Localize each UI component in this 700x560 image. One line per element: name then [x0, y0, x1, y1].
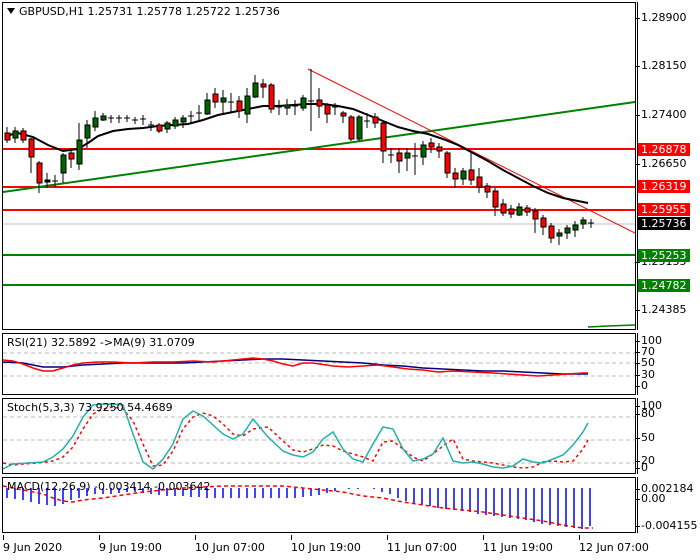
rsi-ma-line — [3, 358, 588, 375]
support-level-label: 1.25253 — [638, 249, 690, 262]
stochastic-axis: 100 80 50 20 0 — [636, 398, 700, 474]
price-tick: 1.27400 — [636, 108, 687, 121]
moving-average-line — [4, 103, 589, 204]
stoch-signal-line — [3, 406, 589, 469]
macd-tick: 0.00 — [636, 492, 666, 505]
time-label: 9 Jun 19:00 — [99, 535, 162, 554]
resistance-level-label: 1.26878 — [638, 143, 690, 156]
rsi-canvas — [3, 352, 635, 377]
rsi-axis: 100 70 50 30 0 — [636, 333, 700, 395]
resistance-level-label: 1.26319 — [638, 180, 690, 193]
collapse-triangle-icon[interactable] — [7, 8, 15, 14]
rsi-tick: 0 — [636, 379, 648, 392]
stoch-tick: 80 — [636, 407, 655, 420]
time-label: 10 Jun 07:00 — [195, 535, 265, 554]
macd-canvas — [3, 485, 593, 529]
stochastic-pane[interactable]: Stoch(5,3,3) 73.9250 54.4689 — [2, 398, 636, 474]
macd-title: MACD(12,26,9) -0.003414 -0.003642 — [7, 480, 211, 493]
candlesticks — [4, 69, 594, 245]
time-label: 11 Jun 19:00 — [483, 535, 553, 554]
stoch-tick: 50 — [636, 431, 655, 444]
stoch-main-line — [3, 403, 589, 470]
stoch-tick: 0 — [636, 461, 648, 474]
time-label: 12 Jun 07:00 — [579, 535, 649, 554]
stoch-tick: 20 — [636, 454, 655, 467]
symbol-ohlc-label: GBPUSD,H1 1.25731 1.25778 1.25722 1.2573… — [19, 5, 280, 18]
current-price-label: 1.25736 — [638, 217, 690, 230]
price-tick: 1.28150 — [636, 59, 687, 72]
price-chart-pane[interactable]: GBPUSD,H1 1.25731 1.25778 1.25722 1.2573… — [2, 2, 636, 330]
rsi-tick: 50 — [636, 356, 655, 369]
rising-trendline — [3, 101, 635, 193]
price-chart-canvas — [3, 68, 635, 328]
time-label: 11 Jun 07:00 — [387, 535, 457, 554]
macd-signal-line — [3, 485, 593, 529]
time-label: 9 Jun 2020 — [3, 535, 63, 554]
rsi-tick: 70 — [636, 345, 655, 358]
rsi-pane[interactable]: RSI(21) 32.5892 ->MA(9) 31.0709 — [2, 333, 636, 395]
resistance-level-label: 1.25955 — [638, 203, 690, 216]
macd-tick: 0.002184 — [636, 482, 694, 495]
rsi-tick: 30 — [636, 368, 655, 381]
rsi-line — [3, 357, 588, 377]
price-tick: 1.24385 — [636, 303, 687, 316]
macd-axis: 0.002184 0.00 -0.004155 — [635, 477, 700, 533]
falling-trendline — [307, 68, 635, 234]
stochastic-title: Stoch(5,3,3) 73.9250 54.4689 — [7, 401, 173, 414]
time-axis: 9 Jun 2020 9 Jun 19:00 10 Jun 07:00 10 J… — [0, 535, 649, 560]
macd-histogram — [6, 488, 591, 529]
macd-pane[interactable]: MACD(12,26,9) -0.003414 -0.003642 — [2, 477, 636, 533]
support-level-label: 1.24782 — [638, 279, 690, 292]
stochastic-canvas — [3, 403, 635, 470]
price-axis: 1.28900 1.28150 1.27400 1.26650 1.25135 … — [636, 2, 700, 330]
rsi-tick: 100 — [636, 334, 662, 347]
macd-tick: -0.004155 — [635, 519, 698, 532]
rsi-title: RSI(21) 32.5892 ->MA(9) 31.0709 — [7, 336, 195, 349]
stoch-tick: 100 — [636, 399, 662, 412]
price-tick: 1.26650 — [636, 157, 687, 170]
price-tick: 1.28900 — [636, 11, 687, 24]
chart-header: GBPUSD,H1 1.25731 1.25778 1.25722 1.2573… — [7, 5, 280, 18]
time-label: 10 Jun 19:00 — [291, 535, 361, 554]
